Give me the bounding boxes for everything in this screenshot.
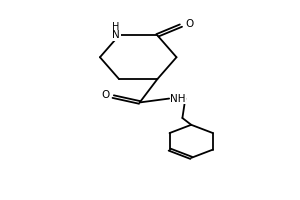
Text: O: O [102, 90, 110, 100]
Text: N: N [112, 30, 120, 40]
Text: H: H [112, 22, 120, 32]
Text: NH: NH [170, 94, 186, 104]
Text: O: O [186, 19, 194, 29]
